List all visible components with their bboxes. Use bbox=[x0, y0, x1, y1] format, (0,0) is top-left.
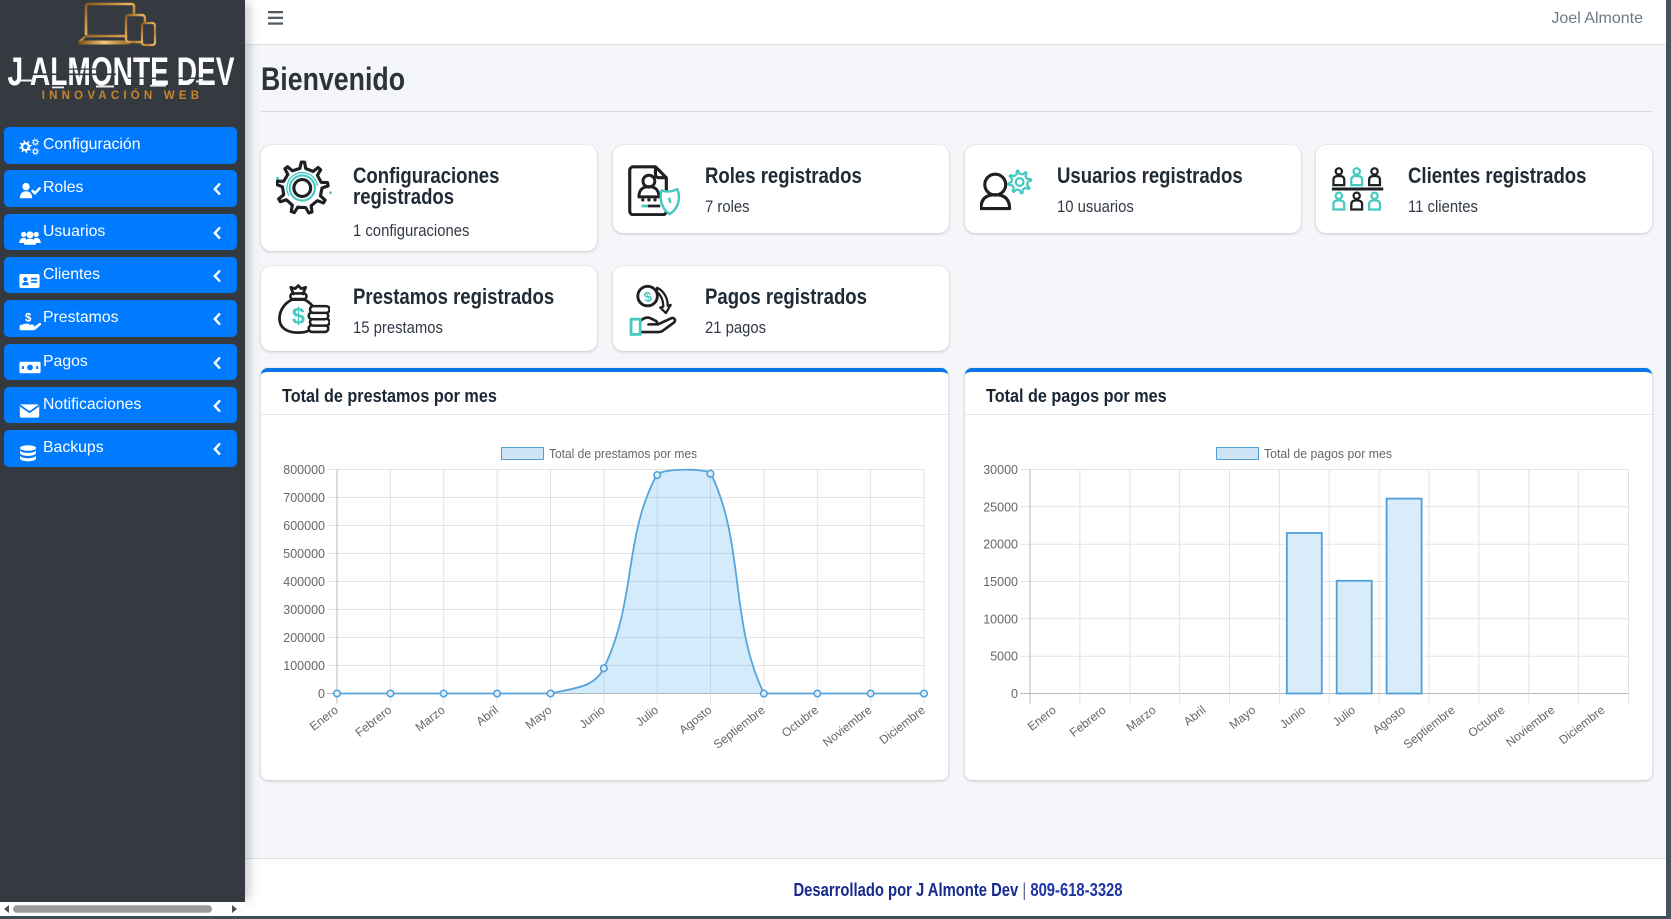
svg-text:Total de pagos por mes: Total de pagos por mes bbox=[1264, 447, 1392, 461]
svg-text:600000: 600000 bbox=[283, 519, 325, 533]
svg-text:500000: 500000 bbox=[283, 547, 325, 561]
svg-text:800000: 800000 bbox=[283, 463, 325, 477]
svg-text:10000: 10000 bbox=[983, 612, 1018, 626]
svg-text:Enero: Enero bbox=[307, 703, 341, 734]
svg-text:Julio: Julio bbox=[1330, 703, 1358, 729]
svg-text:Marzo: Marzo bbox=[1124, 703, 1159, 735]
svg-text:15000: 15000 bbox=[983, 575, 1018, 589]
svg-text:Junio: Junio bbox=[1277, 703, 1308, 732]
svg-text:Agosto: Agosto bbox=[1370, 703, 1408, 737]
svg-text:J ALMONTE DEV: J ALMONTE DEV bbox=[8, 50, 235, 90]
svg-text:Noviembre: Noviembre bbox=[1503, 703, 1558, 750]
svg-text:300000: 300000 bbox=[283, 603, 325, 617]
svg-text:Junio: Junio bbox=[576, 703, 607, 732]
svg-text:400000: 400000 bbox=[283, 575, 325, 589]
svg-text:Septiembre: Septiembre bbox=[1401, 703, 1458, 752]
svg-text:20000: 20000 bbox=[983, 538, 1018, 552]
svg-text:30000: 30000 bbox=[983, 463, 1018, 477]
svg-text:Noviembre: Noviembre bbox=[820, 703, 875, 750]
svg-text:Julio: Julio bbox=[633, 703, 661, 729]
svg-text:Marzo: Marzo bbox=[413, 703, 448, 735]
svg-text:Mayo: Mayo bbox=[1227, 703, 1259, 732]
svg-text:$: $ bbox=[642, 288, 653, 305]
svg-text:Agosto: Agosto bbox=[676, 703, 714, 737]
svg-text:Mayo: Mayo bbox=[523, 703, 555, 732]
svg-text:Febrero: Febrero bbox=[1067, 703, 1109, 740]
svg-text:Abril: Abril bbox=[1181, 703, 1209, 729]
svg-text:Total de prestamos por mes: Total de prestamos por mes bbox=[549, 447, 697, 461]
svg-text:0: 0 bbox=[1011, 687, 1018, 701]
svg-text:Diciembre: Diciembre bbox=[1556, 703, 1607, 747]
svg-text:200000: 200000 bbox=[283, 631, 325, 645]
svg-text:Octubre: Octubre bbox=[1465, 703, 1508, 741]
svg-text:Diciembre: Diciembre bbox=[877, 703, 928, 747]
svg-text:$: $ bbox=[25, 312, 32, 324]
svg-text:$: $ bbox=[292, 303, 305, 329]
svg-text:0: 0 bbox=[318, 687, 325, 701]
svg-text:Octubre: Octubre bbox=[779, 703, 822, 741]
svg-text:Febrero: Febrero bbox=[353, 703, 395, 740]
svg-text:5000: 5000 bbox=[990, 650, 1018, 664]
svg-text:Abril: Abril bbox=[473, 703, 501, 729]
svg-text:700000: 700000 bbox=[283, 491, 325, 505]
svg-text:Enero: Enero bbox=[1025, 703, 1059, 734]
svg-text:100000: 100000 bbox=[283, 659, 325, 673]
svg-text:Septiembre: Septiembre bbox=[711, 703, 768, 752]
svg-text:25000: 25000 bbox=[983, 500, 1018, 514]
